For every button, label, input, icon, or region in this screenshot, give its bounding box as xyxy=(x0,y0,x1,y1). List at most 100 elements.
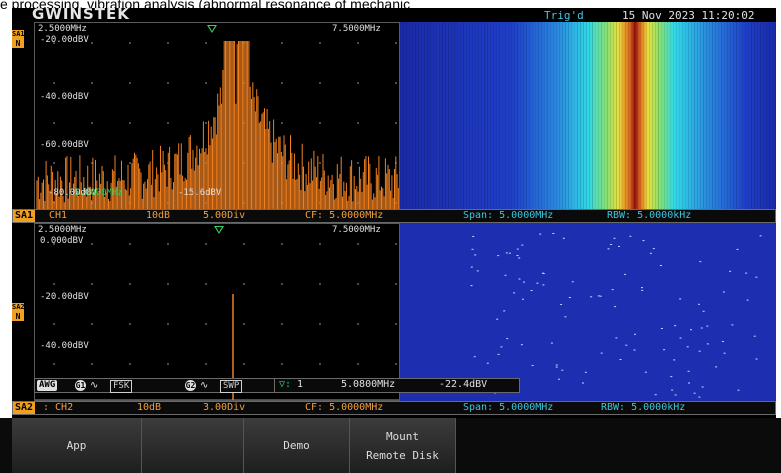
spectrogram-stripe xyxy=(520,22,521,210)
spectrogram-stripe xyxy=(406,22,407,210)
spectrogram-stripe xyxy=(505,22,506,210)
spectrogram-stripe xyxy=(418,22,419,210)
sa2-grid xyxy=(35,224,399,400)
sa1-side-tag[interactable]: SA1 N xyxy=(12,30,25,48)
spectrogram-dot xyxy=(476,270,479,272)
g1-icon[interactable]: G1 xyxy=(75,380,86,391)
spectrogram-dot xyxy=(679,298,682,300)
spectrogram-dot xyxy=(508,252,511,254)
spectrogram-stripe xyxy=(646,22,647,210)
spectrogram-dot xyxy=(755,358,758,360)
sa2-span: Span: 5.0000MHz xyxy=(463,402,554,413)
spectrogram-dot xyxy=(500,346,503,348)
sa1-badge[interactable]: SA1 xyxy=(13,210,36,222)
spectrogram-stripe xyxy=(637,22,638,210)
sa2-info-row[interactable]: SA2 : CH2 10dB 3.00Div CF: 5.0000MHz Spa… xyxy=(12,401,776,415)
spectrogram-stripe xyxy=(703,22,704,210)
spectrogram-dot xyxy=(610,244,613,245)
sa1-marker-level: -15.6dBV xyxy=(178,188,222,198)
awg-tag[interactable]: AWG xyxy=(37,380,58,391)
spectrogram-stripe xyxy=(610,22,611,210)
spectrogram-stripe xyxy=(535,22,536,210)
spectrogram-dot xyxy=(522,298,524,300)
spectrogram-stripe xyxy=(622,22,623,210)
spectrogram-dot xyxy=(582,382,584,384)
spectrogram-dot xyxy=(513,292,516,294)
spectrogram-stripe xyxy=(700,22,701,210)
softkey-bar: App Demo Mount Remote Disk xyxy=(0,418,781,473)
spectrogram-dot xyxy=(700,327,703,329)
sa1-spectrum-trace xyxy=(36,41,399,209)
softkey-app[interactable]: App xyxy=(12,418,142,473)
spectrogram-stripe xyxy=(430,22,431,210)
sa2-ylabel-3: -40.00dBV xyxy=(40,341,89,351)
sa1-marker-icon[interactable] xyxy=(207,25,217,33)
spectrogram-stripe xyxy=(697,22,698,210)
spectrogram-stripe xyxy=(436,22,437,210)
sa2-side-tag[interactable]: SA2 N xyxy=(12,303,25,321)
spectrogram-dot xyxy=(564,316,567,318)
spectrogram-dot xyxy=(505,252,508,254)
spectrogram-dot xyxy=(555,366,558,368)
softkey-empty-1[interactable] xyxy=(142,418,244,473)
spectrogram-stripe xyxy=(754,22,755,210)
g2-mode: SWP xyxy=(220,380,243,393)
spectrogram-stripe xyxy=(724,22,725,210)
spectrogram-stripe xyxy=(403,22,404,210)
spectrogram-stripe xyxy=(721,22,722,210)
spectrogram-stripe xyxy=(547,22,548,210)
sa2-badge[interactable]: SA2 xyxy=(13,402,36,414)
spectrogram-stripe xyxy=(499,22,500,210)
spectrogram-stripe xyxy=(709,22,710,210)
date-time: 15 Nov 2023 11:20:02 xyxy=(622,9,755,22)
spectrogram-stripe xyxy=(496,22,497,210)
spectrogram-dot xyxy=(633,349,636,351)
spectrogram-stripe xyxy=(589,22,590,210)
spectrogram-dot xyxy=(568,297,571,298)
spectrogram-dot xyxy=(755,276,758,278)
spectrogram-stripe xyxy=(736,22,737,210)
spectrogram-dot xyxy=(486,362,489,364)
spectrogram-stripe xyxy=(433,22,434,210)
spectrogram-dot xyxy=(497,353,500,355)
spectrogram-dot xyxy=(663,349,666,351)
spectrogram-dot xyxy=(674,394,677,396)
spectrogram-stripe xyxy=(757,22,758,210)
softkey-demo[interactable]: Demo xyxy=(244,418,350,473)
g2-icon[interactable]: G2 xyxy=(185,380,196,391)
spectrogram-stripe xyxy=(634,22,635,210)
spectrogram-dot xyxy=(560,304,563,305)
spectrogram-stripe xyxy=(586,22,587,210)
spectrogram-stripe xyxy=(628,22,629,210)
spectrogram-stripe xyxy=(592,22,593,210)
spectrogram-stripe xyxy=(526,22,527,210)
spectrogram-stripe xyxy=(667,22,668,210)
softkey-mount-remote-disk[interactable]: Mount Remote Disk xyxy=(350,418,456,473)
sa1-info-row[interactable]: SA1 CH1 10dB 5.00Div CF: 5.0000MHz Span:… xyxy=(12,209,776,223)
spectrogram-stripe xyxy=(421,22,422,210)
spectrogram-stripe xyxy=(469,22,470,210)
spectrogram-dot xyxy=(729,270,732,272)
sa1-ylabel-2: -40.00dBV xyxy=(40,92,89,102)
sa1-spectrogram-image xyxy=(400,22,776,210)
spectrogram-stripe xyxy=(649,22,650,210)
spectrogram-dot xyxy=(562,237,565,239)
spectrogram-stripe xyxy=(679,22,680,210)
marker-readout-freq: 5.0800MHz xyxy=(341,379,396,390)
sa2-marker-icon[interactable] xyxy=(214,226,224,234)
spectrogram-dot xyxy=(470,266,473,268)
spectrogram-dot xyxy=(497,255,500,257)
spectrogram-stripe xyxy=(661,22,662,210)
spectrogram-dot xyxy=(555,364,558,366)
spectrogram-stripe xyxy=(484,22,485,210)
spectrogram-dot xyxy=(690,329,692,331)
spectrogram-stripe xyxy=(457,22,458,210)
spectrogram-stripe xyxy=(562,22,563,210)
sa1-div: 5.00Div xyxy=(203,210,246,221)
sa2-div: 3.00Div xyxy=(203,402,246,413)
sa1-spectrogram xyxy=(400,22,776,210)
spectrogram-stripe xyxy=(544,22,545,210)
marker-readout-row[interactable]: ▽: 1 5.0800MHz -22.4dBV xyxy=(274,378,520,393)
spectrogram-stripe xyxy=(733,22,734,210)
spectrogram-stripe xyxy=(577,22,578,210)
